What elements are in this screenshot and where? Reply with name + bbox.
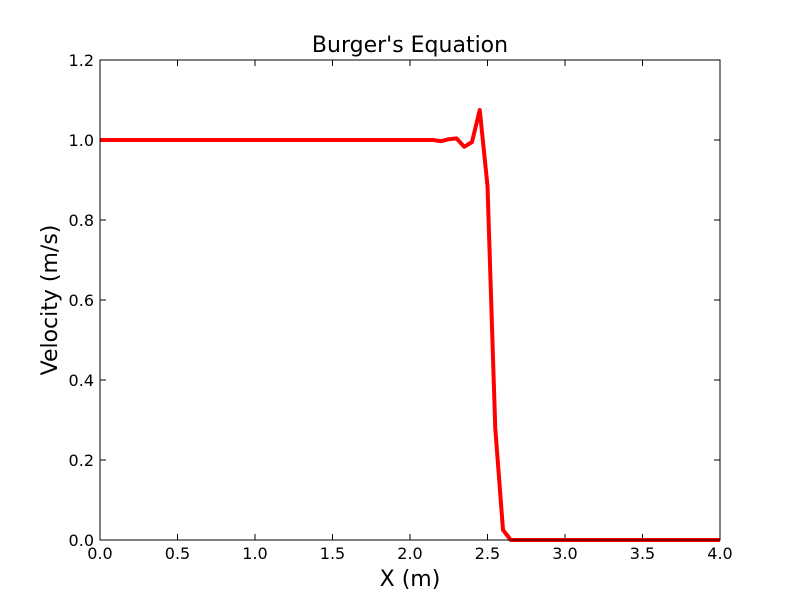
plot-frame [99, 59, 721, 541]
y-tick-label: 1.2 [69, 51, 94, 70]
x-tick-label: 2.5 [475, 544, 500, 563]
y-tick-label: 0.8 [69, 211, 94, 230]
x-tick-label: 2.0 [397, 544, 422, 563]
y-tick-label: 0.6 [69, 291, 94, 310]
y-tick-label: 0.2 [69, 451, 94, 470]
x-tick-label: 1.0 [242, 544, 267, 563]
x-tick-label: 3.0 [552, 544, 577, 563]
y-tick-label: 0.4 [69, 371, 94, 390]
y-axis-label: Velocity (m/s) [38, 225, 63, 376]
x-tick-label: 4.0 [707, 544, 732, 563]
x-tick-label: 0.5 [165, 544, 190, 563]
y-tick-label: 0.0 [69, 531, 94, 550]
y-tick-label: 1.0 [69, 131, 94, 150]
x-tick-label: 3.5 [630, 544, 655, 563]
chart-title: Burger's Equation [312, 33, 508, 58]
tick-labels-group: 0.0 0.5 1.0 1.5 2.0 2.5 3.0 3.5 4.0 0.0 0.2 0.4 0.6 0… [69, 51, 733, 563]
plot-background [100, 60, 720, 540]
x-tick-label: 1.5 [320, 544, 345, 563]
x-tick-label: 0.0 [87, 544, 112, 563]
x-axis-label: X (m) [380, 567, 441, 592]
